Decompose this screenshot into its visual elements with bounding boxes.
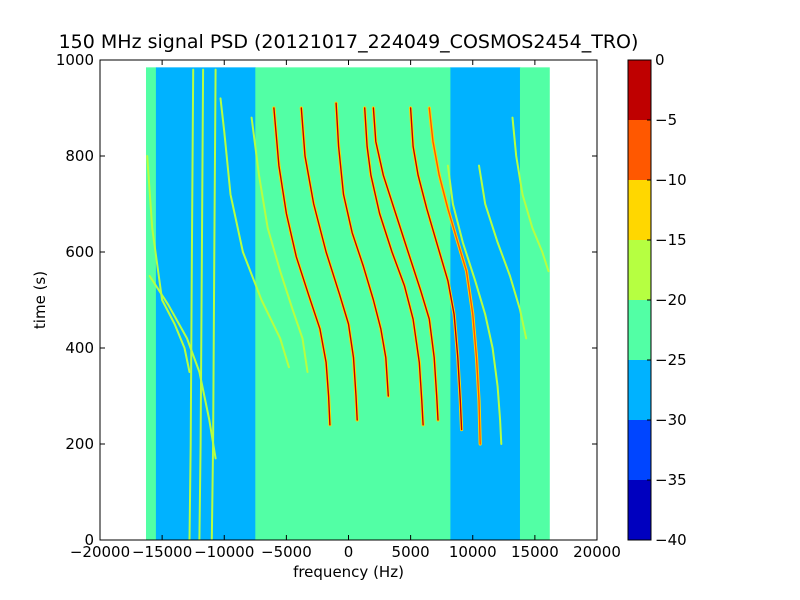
signal-trace-10 bbox=[428, 107, 481, 445]
plot-area bbox=[100, 60, 597, 540]
signal-trace-9 bbox=[409, 107, 463, 431]
x-tick-label: −15000 bbox=[132, 543, 192, 561]
heatmap-band-0 bbox=[145, 67, 157, 540]
signal-trace-15 bbox=[198, 68, 205, 540]
signal-trace-5 bbox=[300, 107, 358, 421]
x-tick-label: 5000 bbox=[392, 543, 430, 561]
colorbar-band bbox=[628, 420, 651, 480]
y-tick-label: 800 bbox=[65, 147, 94, 165]
colorbar-tick-label: −40 bbox=[655, 531, 687, 549]
chart-title: 150 MHz signal PSD (20121017_224049_COSM… bbox=[59, 31, 639, 53]
x-tick-label: −20000 bbox=[70, 543, 130, 561]
colorbar-tick-label: −35 bbox=[655, 471, 687, 489]
colorbar-band bbox=[628, 180, 651, 240]
x-tick-label: 0 bbox=[344, 543, 354, 561]
y-tick-label: 0 bbox=[84, 531, 94, 549]
colorbar-band bbox=[628, 360, 651, 420]
signal-trace-8 bbox=[372, 107, 439, 421]
signal-trace-12 bbox=[478, 164, 528, 340]
colorbar-tick-label: −15 bbox=[655, 231, 687, 249]
y-axis-label: time (s) bbox=[31, 271, 49, 329]
y-tick-label: 1000 bbox=[56, 51, 94, 69]
signal-trace-13 bbox=[511, 116, 550, 273]
heatmap-band-5 bbox=[519, 67, 550, 540]
colorbar-band bbox=[628, 120, 651, 180]
signal-trace-4 bbox=[273, 107, 331, 426]
x-tick-label: 10000 bbox=[449, 543, 497, 561]
heatmap-band-1 bbox=[155, 67, 256, 540]
colorbar-tick-label: −10 bbox=[655, 171, 687, 189]
axes: −20000 −15000 −10000 −5000 0 5000 10000 15000 20… bbox=[56, 51, 621, 561]
signal-trace-11 bbox=[446, 164, 503, 445]
x-tick-label: −10000 bbox=[194, 543, 254, 561]
heatmap-band-4 bbox=[450, 67, 521, 540]
colorbar: 0 −5 −10 −15 −20 −25 −30 −35 −40 bbox=[627, 51, 687, 549]
colorbar-tick-label: −30 bbox=[655, 411, 687, 429]
colorbar-tick-label: −25 bbox=[655, 351, 687, 369]
x-axis-label: frequency (Hz) bbox=[293, 563, 404, 581]
signal-trace-6 bbox=[335, 102, 389, 397]
signal-trace-1 bbox=[146, 155, 191, 373]
y-tick-label: 600 bbox=[65, 243, 94, 261]
colorbar-tick-label: −20 bbox=[655, 291, 687, 309]
signal-trace-14 bbox=[188, 68, 195, 540]
colorbar-band bbox=[628, 60, 651, 120]
x-tick-label: 15000 bbox=[511, 543, 559, 561]
signal-trace-3 bbox=[250, 116, 309, 373]
colorbar-band bbox=[628, 480, 651, 540]
colorbar-band bbox=[628, 240, 651, 300]
y-tick-label: 400 bbox=[65, 339, 94, 357]
heatmap-band-3 bbox=[437, 67, 451, 540]
x-tick-label: −5000 bbox=[261, 543, 312, 561]
signal-trace-2 bbox=[219, 97, 290, 369]
signal-trace-7 bbox=[364, 107, 424, 426]
y-tick-label: 200 bbox=[65, 435, 94, 453]
signal-trace-0 bbox=[148, 275, 217, 460]
colorbar-band bbox=[628, 300, 651, 360]
colorbar-tick-label: 0 bbox=[655, 51, 665, 69]
colorbar-tick-label: −5 bbox=[655, 111, 677, 129]
signal-trace-16 bbox=[210, 68, 217, 540]
heatmap-cells bbox=[145, 67, 550, 540]
x-tick-label: 20000 bbox=[573, 543, 621, 561]
